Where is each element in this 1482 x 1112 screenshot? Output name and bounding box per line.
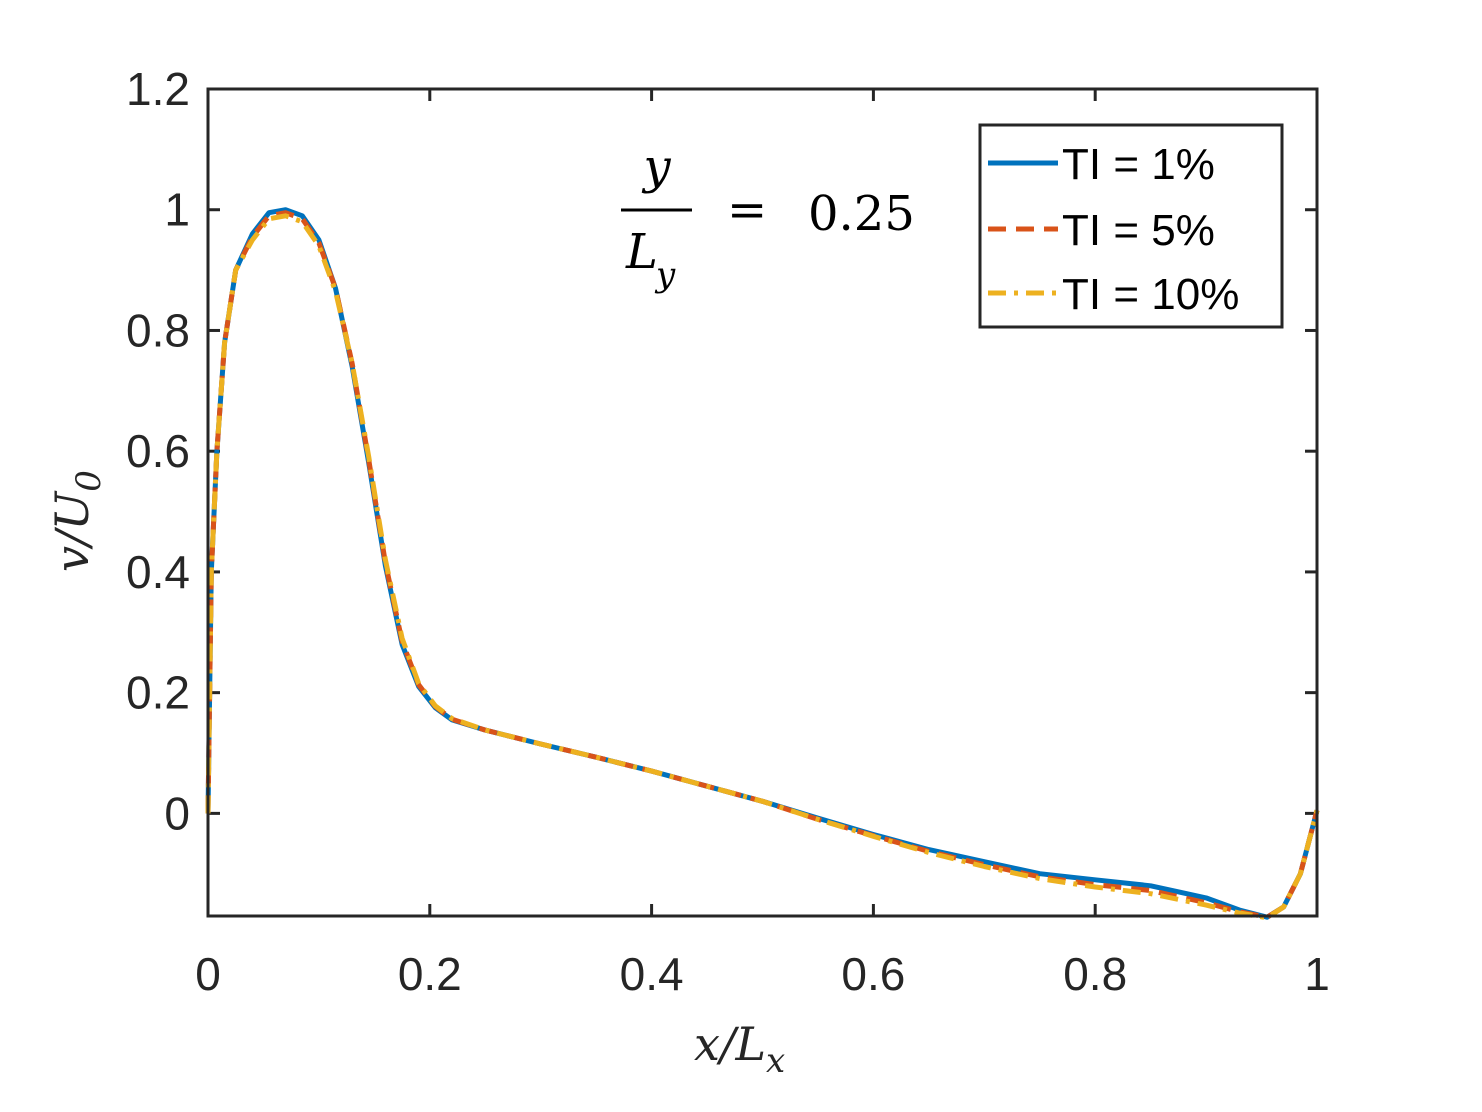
y-tick-label: 0 bbox=[164, 787, 190, 839]
x-tick-label: 1 bbox=[1304, 948, 1330, 1000]
y-axis-label: v/U0 bbox=[45, 470, 109, 572]
annotation: y L y = 0.25 bbox=[621, 139, 915, 295]
axis-ticks: 0 0.2 0.4 0.6 0.8 1 0 0.2 0.4 0.6 0.8 1 1.2 bbox=[126, 63, 1330, 1000]
series-line-3 bbox=[205, 213, 1320, 921]
annotation-denominator: L bbox=[625, 224, 658, 280]
x-tick-label: 0.2 bbox=[398, 948, 462, 1000]
x-tick-label: 0 bbox=[195, 948, 221, 1000]
legend: TI = 1% TI = 5% TI = 10% bbox=[978, 123, 1284, 329]
series-layer bbox=[205, 207, 1320, 921]
legend-label-ti-10: TI = 10% bbox=[1062, 270, 1239, 319]
series-line-2 bbox=[205, 210, 1320, 920]
legend-label-ti-1: TI = 1% bbox=[1062, 140, 1215, 189]
x-tick-label: 0.4 bbox=[620, 948, 684, 1000]
y-axis-label-main: v/U bbox=[45, 490, 99, 572]
plot-frame bbox=[206, 87, 1319, 918]
y-tick-label: 0.8 bbox=[126, 304, 190, 356]
x-tick-label: 0.8 bbox=[1063, 948, 1127, 1000]
y-tick-label: 1.2 bbox=[126, 63, 190, 115]
legend-label-ti-5: TI = 5% bbox=[1062, 206, 1215, 255]
annotation-numerator: y bbox=[641, 139, 671, 195]
x-tick-label: 0.6 bbox=[841, 948, 905, 1000]
y-tick-label: 0.6 bbox=[126, 425, 190, 477]
annotation-equals: = bbox=[727, 182, 767, 238]
y-tick-label: 1 bbox=[164, 184, 190, 236]
x-axis-label-main: x/L bbox=[694, 1017, 766, 1071]
y-tick-label: 0.4 bbox=[126, 546, 190, 598]
y-tick-label: 0.2 bbox=[126, 667, 190, 719]
y-axis-label-sub: 0 bbox=[69, 470, 109, 492]
x-axis-label: x/Lx bbox=[694, 1017, 785, 1081]
annotation-denominator-sub: y bbox=[654, 255, 676, 295]
x-axis-label-sub: x bbox=[766, 1041, 785, 1081]
annotation-value: 0.25 bbox=[808, 186, 915, 242]
